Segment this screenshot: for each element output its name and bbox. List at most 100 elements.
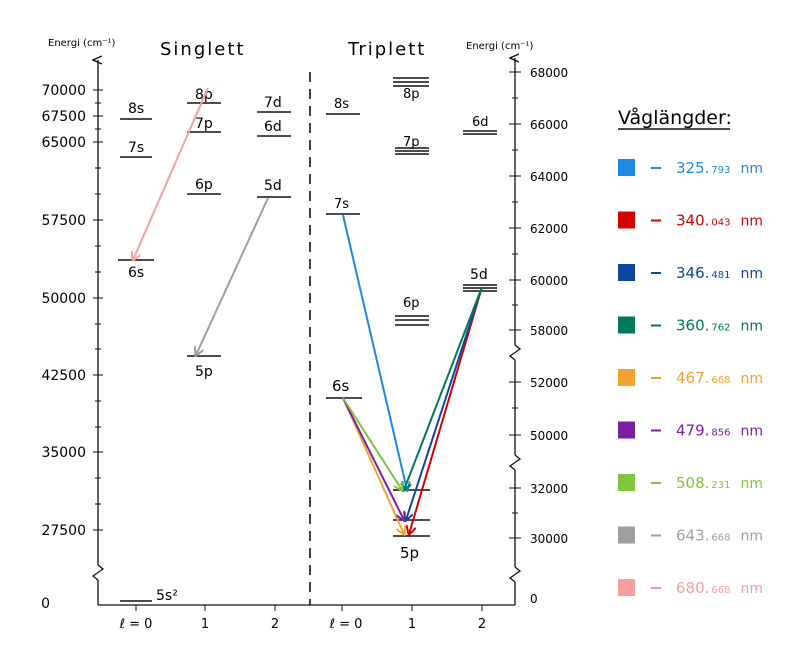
- left-tick-label: 50000: [41, 291, 86, 307]
- arrow-340nm: [409, 286, 483, 534]
- legend-wavelength: 325. 793 nm: [676, 159, 763, 177]
- right-tick-label: 32000: [530, 482, 568, 496]
- left-tick-label: 27500: [41, 523, 86, 539]
- right-tick-label: 64000: [530, 170, 568, 184]
- left-tick-label: 67500: [41, 109, 86, 125]
- legend-item: 467. 668 nm: [618, 369, 763, 387]
- left-tick-label: 70000: [41, 83, 86, 99]
- triplet-title: Triplett: [347, 39, 426, 60]
- legend-swatch: [618, 159, 635, 176]
- legend-title: Våglängder:: [618, 106, 732, 129]
- level-label: 7s: [128, 140, 144, 156]
- right-tick-label: 50000: [530, 429, 568, 443]
- x-label-l0: ℓ = 0: [119, 617, 153, 632]
- right-axis-tick-labels: 68000 66000 64000 62000 60000 58000 5200…: [530, 66, 568, 606]
- legend-swatch: [618, 579, 635, 596]
- right-tick-label: 30000: [530, 532, 568, 546]
- legend-wavelength: 680. 668 nm: [676, 579, 763, 597]
- legend-swatch: [618, 316, 635, 334]
- arrow-360nm: [404, 286, 483, 490]
- x-label-l0: ℓ = 0: [329, 617, 363, 632]
- level-label: 5p: [400, 544, 419, 562]
- legend-item: 680. 668 nm: [618, 579, 763, 597]
- x-label-l2: 2: [478, 617, 486, 632]
- singlet-title: Singlett: [160, 39, 245, 60]
- left-energy-axis: [91, 60, 515, 606]
- legend-swatch: [618, 421, 635, 439]
- level-label: 8s: [128, 101, 144, 117]
- right-energy-axis: [508, 58, 522, 605]
- level-label: 5s²: [156, 588, 178, 604]
- right-tick-label: 66000: [530, 118, 568, 132]
- singlet-level-labels: 5s² 6s 7s 8s 5p 6p 7p 8p 5d 6d 7d: [128, 87, 282, 604]
- legend-wavelength: 643. 668 nm: [676, 527, 763, 545]
- arrow-346nm: [406, 286, 483, 520]
- level-label: 6d: [264, 119, 282, 135]
- legend-swatch: [618, 211, 635, 229]
- left-axis-title: Energi (cm⁻¹): [48, 38, 115, 49]
- legend-wavelength: 479. 856 nm: [676, 422, 763, 440]
- left-tick-label: 0: [41, 596, 50, 612]
- legend-item: 643. 668 nm: [618, 526, 763, 545]
- legend-item: 340. 043 nm: [618, 211, 763, 230]
- level-label: 5d: [470, 267, 488, 283]
- legend-wavelength: 340. 043 nm: [676, 212, 763, 230]
- legend-wavelength: 508. 231 nm: [676, 474, 763, 492]
- legend-item: 360. 762 nm: [618, 316, 763, 335]
- right-axis-title: Energi (cm⁻¹): [466, 41, 533, 52]
- x-label-l1: 1: [408, 617, 416, 632]
- arrow-467nm: [342, 397, 404, 534]
- legend-wavelength: 360. 762 nm: [676, 317, 763, 335]
- legend-item: 325. 793 nm: [618, 159, 763, 177]
- left-tick-label: 35000: [41, 445, 86, 461]
- right-tick-label: 58000: [530, 324, 568, 338]
- level-label: 6s: [128, 265, 144, 281]
- legend-swatch: [618, 369, 635, 386]
- arrow-643nm: [196, 197, 269, 355]
- right-tick-label: 52000: [530, 376, 568, 390]
- legend-swatch: [618, 526, 635, 544]
- legend-item: 508. 231 nm: [618, 474, 763, 492]
- legend-wavelength: 346. 481 nm: [676, 264, 763, 282]
- right-tick-label: 62000: [530, 222, 568, 236]
- level-label: 7p: [403, 135, 420, 150]
- arrow-479nm: [342, 397, 404, 520]
- x-label-l2: 2: [271, 617, 279, 632]
- level-label: 8s: [334, 97, 349, 112]
- x-label-l1: 1: [201, 617, 209, 632]
- legend-swatch: [618, 264, 635, 281]
- right-tick-label: 68000: [530, 66, 568, 80]
- level-label: 5d: [264, 178, 282, 194]
- right-axis-ticks: [509, 71, 521, 539]
- arrow-680nm: [133, 87, 209, 260]
- x-axis-labels: ℓ = 0 1 2 ℓ = 0 1 2: [119, 617, 487, 632]
- level-label: 8p: [403, 87, 420, 102]
- left-tick-label: 65000: [41, 135, 86, 151]
- level-label: 6d: [472, 115, 489, 130]
- triplet-level-lines: [326, 77, 497, 537]
- level-label: 7p: [195, 116, 213, 132]
- x-axis-ticks: [135, 605, 483, 611]
- right-tick-label: 0: [530, 592, 538, 606]
- right-tick-label: 60000: [530, 274, 568, 288]
- level-label: 5p: [195, 364, 213, 380]
- triplet-level-labels: 6s 7s 8s 5p 6p 7p 8p 5d 6d: [332, 87, 489, 562]
- legend-item: 479. 856 nm: [618, 421, 763, 440]
- legend-swatch: [618, 474, 635, 491]
- left-tick-label: 42500: [41, 368, 86, 384]
- level-label: 6p: [403, 296, 420, 311]
- transition-arrows: [133, 87, 483, 534]
- arrow-325nm: [342, 214, 407, 490]
- left-axis-tick-labels: 70000 67500 65000 57500 50000 42500 3500…: [41, 83, 86, 612]
- level-label: 7s: [334, 197, 349, 212]
- left-axis-ticks: [93, 89, 103, 531]
- level-label: 7d: [264, 95, 282, 111]
- legend-wavelength: 467. 668 nm: [676, 369, 763, 387]
- level-label: 6p: [195, 177, 213, 193]
- legend-item: 346. 481 nm: [618, 264, 763, 282]
- arrow-508nm: [342, 397, 402, 490]
- level-label: 6s: [332, 377, 350, 395]
- wavelength-legend: Våglängder: 325. 793 nm 340. 043 nm 346. 481 nm 3…: [618, 106, 763, 597]
- left-tick-label: 57500: [41, 213, 86, 229]
